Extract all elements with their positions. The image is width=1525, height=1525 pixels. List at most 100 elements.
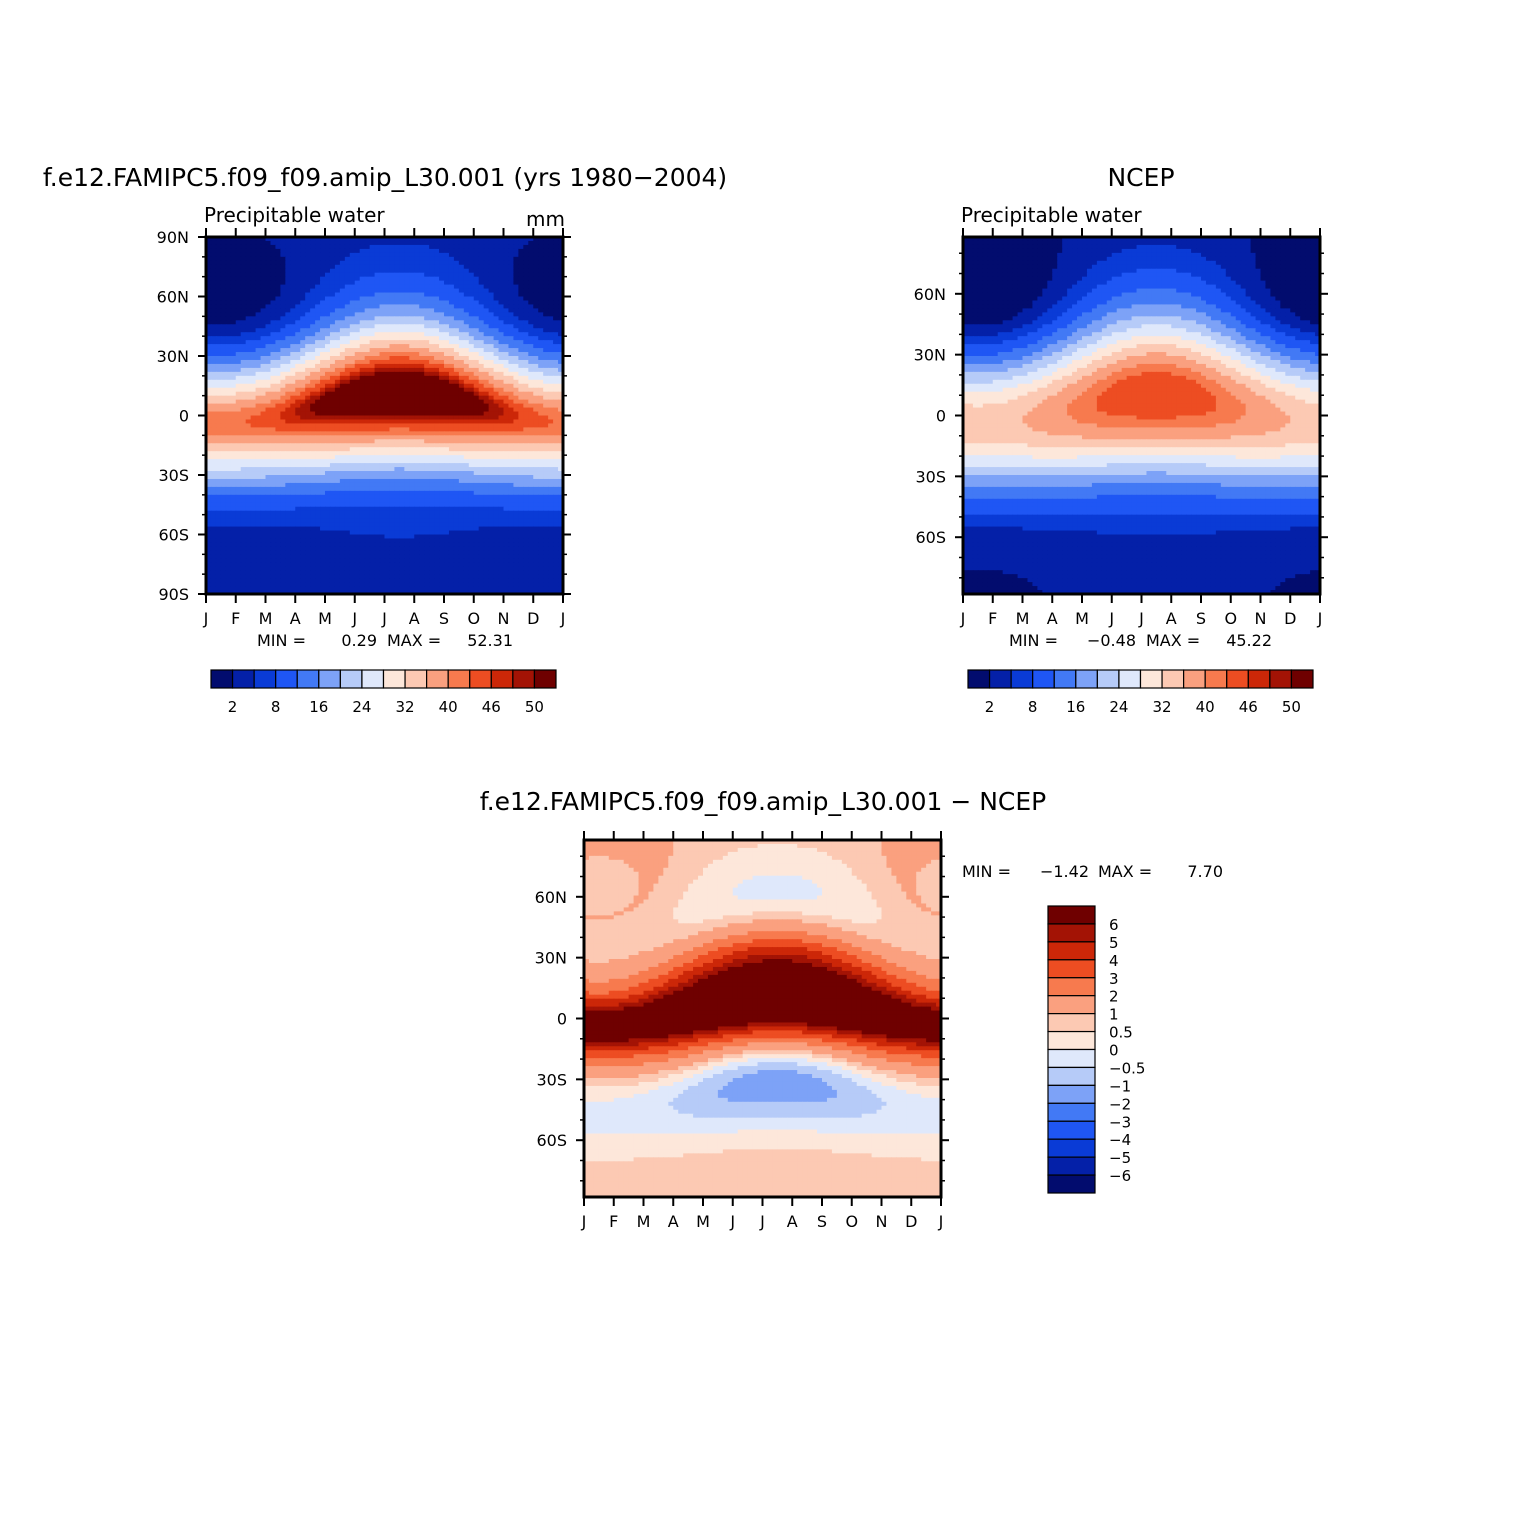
contour-cell (290, 359, 296, 365)
contour-cell (315, 403, 321, 409)
contour-cell (265, 391, 272, 397)
contour-cell (458, 296, 465, 302)
contour-cell (424, 356, 430, 361)
contour-cell (493, 240, 500, 246)
contour-cell (414, 272, 420, 278)
contour-cell (240, 356, 247, 361)
contour-cell (364, 443, 371, 448)
contour-cell (235, 475, 242, 480)
contour-cell (359, 463, 366, 468)
contour-cell (493, 284, 500, 290)
contour-cell (558, 276, 564, 282)
contour-cell (235, 268, 242, 274)
contour-cell (339, 296, 346, 302)
contour-cell (310, 312, 316, 317)
contour-cell (448, 506, 455, 512)
contour-cell (409, 411, 415, 417)
contour-cell (444, 443, 450, 448)
contour-cell (265, 399, 272, 405)
contour-cell (533, 475, 539, 480)
contour-cell (448, 280, 455, 286)
contour-cell (315, 451, 321, 456)
contour-cell (473, 486, 480, 492)
contour-cell (215, 471, 222, 476)
contour-cell (220, 320, 227, 325)
contour-cell (285, 403, 291, 409)
contour-cell (399, 478, 405, 484)
contour-cell (206, 316, 212, 321)
contour-cell (399, 336, 405, 341)
contour-cell (310, 383, 316, 389)
contour-cell (215, 435, 222, 440)
contour-cell (270, 336, 277, 341)
contour-cell (225, 324, 232, 329)
contour-cell (280, 332, 286, 337)
contour-cell (513, 383, 519, 389)
contour-cell (245, 359, 252, 365)
contour-cell (548, 280, 554, 286)
contour-cell (528, 431, 534, 436)
contour-cell (210, 296, 217, 302)
contour-cell (463, 367, 470, 373)
contour-cell (354, 423, 361, 428)
contour-cell (334, 276, 341, 282)
contour-cell (548, 443, 554, 448)
contour-cell (359, 276, 366, 282)
contour-cell (558, 411, 564, 417)
contour-cell (250, 276, 257, 282)
contour-cell (399, 375, 405, 381)
contour-cell (498, 264, 505, 270)
contour-cell (339, 506, 346, 512)
contour-cell (305, 363, 311, 369)
contour-cell (508, 240, 515, 246)
contour-cell (329, 399, 336, 405)
contour-cell (379, 371, 386, 377)
contour-cell (503, 240, 510, 246)
contour-cell (473, 367, 480, 373)
contour-cell (245, 475, 252, 480)
contour-cell (434, 240, 440, 246)
contour-cell (508, 324, 515, 329)
contour-cell (334, 248, 341, 254)
contour-cell (310, 482, 316, 488)
contour-cell (215, 344, 222, 349)
contour-cell (230, 435, 237, 440)
contour-cell (349, 415, 356, 421)
contour-cell (305, 280, 311, 286)
contour-cell (364, 463, 371, 468)
contour-cell (523, 431, 529, 436)
contour-cell (379, 276, 386, 282)
contour-cell (453, 494, 460, 500)
contour-cell (528, 316, 534, 321)
contour-cell (473, 359, 480, 365)
contour-cell (513, 455, 519, 460)
contour-cell (369, 439, 376, 444)
contour-cell (300, 240, 306, 246)
contour-cell (498, 459, 505, 464)
contour-cell (354, 352, 361, 357)
contour-cell (538, 264, 544, 270)
contour-cell (285, 443, 291, 448)
contour-cell (315, 304, 321, 309)
contour-cell (220, 447, 227, 452)
contour-cell (374, 268, 381, 274)
contour-cell (488, 336, 495, 341)
contour-cell (250, 463, 257, 468)
contour-cell (543, 252, 549, 258)
contour-cell (339, 383, 346, 389)
contour-cell (419, 316, 425, 321)
contour-cell (389, 248, 396, 254)
contour-cell (374, 395, 381, 401)
contour-cell (260, 240, 267, 246)
contour-cell (513, 320, 519, 325)
contour-cell (320, 435, 326, 440)
contour-cell (285, 463, 291, 468)
contour-cell (488, 451, 495, 456)
contour-cell (270, 328, 277, 333)
contour-cell (255, 435, 262, 440)
contour-cell (538, 284, 544, 290)
contour-cell (513, 248, 519, 254)
contour-cell (399, 367, 405, 373)
contour-cell (498, 443, 505, 448)
contour-cell (409, 276, 415, 282)
